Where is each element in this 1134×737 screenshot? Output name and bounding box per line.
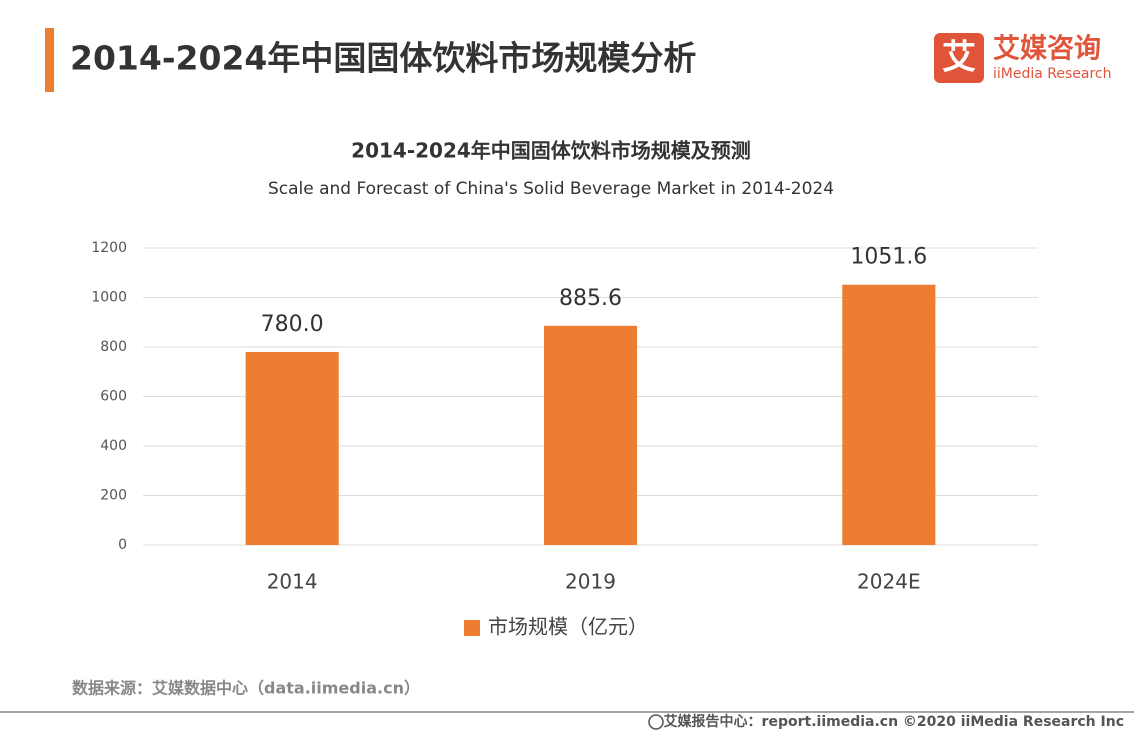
y-tick-label: 800 bbox=[100, 339, 127, 355]
y-tick-label: 600 bbox=[100, 389, 127, 405]
logo-icon-text: 艾 bbox=[942, 38, 976, 78]
x-tick-label: 2024E bbox=[857, 570, 921, 594]
footer-credit: 艾媒报告中心：report.iimedia.cn ©2020 iiMedia R… bbox=[664, 713, 1124, 730]
legend-label: 市场规模（亿元） bbox=[488, 615, 648, 639]
y-tick-label: 1200 bbox=[91, 240, 127, 256]
chart-title: 2014-2024年中国固体饮料市场规模及预测 bbox=[351, 139, 751, 163]
plot: 0 200 400 600 800 1000 1200 2014 2019 2024E 780.0 8… bbox=[91, 240, 1038, 639]
y-tick-label: 0 bbox=[118, 537, 127, 553]
y-tick-label: 1000 bbox=[91, 290, 127, 306]
x-tick-label: 2014 bbox=[267, 570, 318, 594]
logo-icon bbox=[934, 33, 984, 83]
bar bbox=[842, 284, 936, 545]
y-tick-label: 400 bbox=[100, 438, 127, 454]
title-accent bbox=[45, 28, 54, 92]
bar bbox=[245, 351, 339, 545]
bar bbox=[543, 325, 638, 545]
value-label: 885.6 bbox=[559, 286, 622, 311]
value-label: 780.0 bbox=[261, 312, 324, 337]
logo-name: 艾媒咨询 bbox=[993, 33, 1101, 65]
legend-swatch bbox=[464, 620, 480, 636]
chart-subtitle: Scale and Forecast of China's Solid Beve… bbox=[268, 179, 834, 199]
x-tick-label: 2019 bbox=[565, 570, 616, 594]
value-label: 1051.6 bbox=[850, 245, 927, 270]
logo-sub: iiMedia Research bbox=[993, 66, 1112, 82]
footer-icon bbox=[648, 714, 664, 730]
page-title: 2014-2024年中国固体饮料市场规模分析 bbox=[70, 39, 696, 78]
source: 数据来源：艾媒数据中心（data.iimedia.cn） bbox=[72, 679, 420, 698]
y-tick-label: 200 bbox=[100, 488, 127, 504]
